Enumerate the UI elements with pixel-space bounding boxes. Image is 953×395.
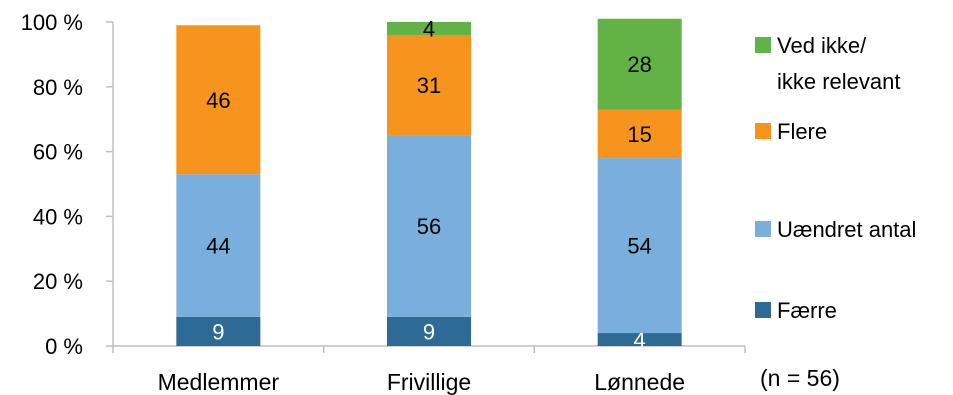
data-label: 31 bbox=[417, 73, 441, 98]
bar-segment bbox=[597, 109, 682, 159]
y-tick-label: 20 % bbox=[33, 269, 83, 294]
legend-label: Flere bbox=[777, 119, 827, 144]
data-label: 4 bbox=[634, 328, 646, 353]
data-label: 15 bbox=[627, 122, 651, 147]
x-axis-labels: Medlemmer Frivillige Lønnede bbox=[112, 346, 746, 395]
sample-size-note: (n = 56) bbox=[760, 365, 840, 391]
legend-label: Færre bbox=[777, 298, 837, 323]
data-label: 28 bbox=[627, 52, 651, 77]
bar-segment bbox=[597, 158, 682, 334]
y-tick-label: 100 % bbox=[21, 10, 83, 35]
bar-segment bbox=[597, 333, 682, 346]
y-tick-label: 40 % bbox=[33, 204, 83, 229]
y-tick-label: 80 % bbox=[33, 75, 83, 100]
bar-segment bbox=[176, 316, 261, 346]
legend-label: Ved ikke/ bbox=[777, 33, 867, 58]
legend-swatch bbox=[755, 221, 771, 237]
data-label: 4 bbox=[423, 16, 435, 41]
data-label: 9 bbox=[212, 319, 224, 344]
legend-label: ikke relevant bbox=[777, 69, 901, 94]
bar-segment bbox=[597, 18, 682, 110]
y-axis-ticks: 0 % 20 % 40 % 60 % 80 % 100 % bbox=[21, 10, 113, 359]
data-label: 9 bbox=[423, 319, 435, 344]
legend: Færre Uændret antal Flere Ved ikke/ikke rel… bbox=[755, 33, 916, 323]
legend-label: Uændret antal bbox=[777, 217, 916, 242]
bar-segment bbox=[387, 22, 471, 35]
legend-swatch bbox=[755, 123, 771, 139]
bar-segment bbox=[176, 174, 261, 317]
bar-segment bbox=[387, 34, 471, 136]
category-label: Lønnede bbox=[594, 369, 685, 395]
data-label: 46 bbox=[206, 88, 230, 113]
category-label: Medlemmer bbox=[158, 369, 280, 395]
legend-swatch bbox=[755, 37, 771, 53]
y-tick-label: 0 % bbox=[45, 334, 83, 359]
bar-segment bbox=[387, 135, 471, 317]
data-label: 56 bbox=[417, 214, 441, 239]
bar-segment bbox=[176, 25, 261, 175]
category-label: Frivillige bbox=[387, 369, 471, 395]
bar-segment bbox=[387, 316, 471, 346]
data-label: 44 bbox=[206, 234, 230, 259]
data-label: 54 bbox=[627, 234, 651, 259]
legend-swatch bbox=[755, 302, 771, 318]
y-tick-label: 60 % bbox=[33, 140, 83, 165]
